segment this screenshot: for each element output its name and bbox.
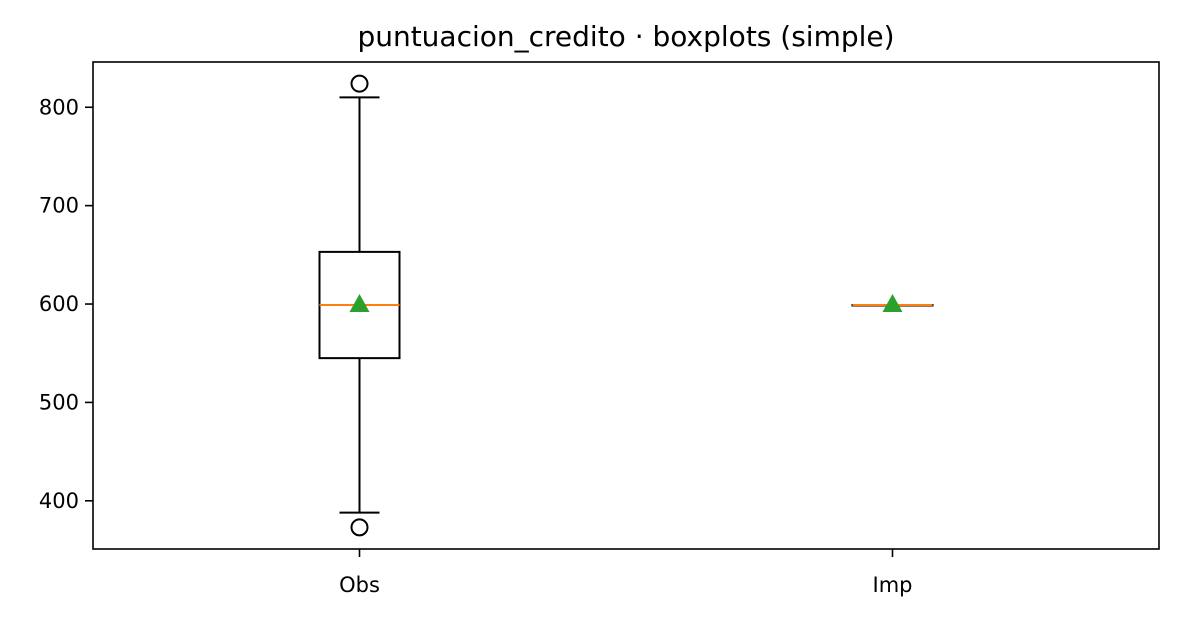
y-tick-label: 600: [39, 292, 79, 316]
chart-title: puntuacion_credito · boxplots (simple): [357, 20, 894, 53]
x-tick-label: Obs: [339, 573, 380, 597]
y-tick-label: 800: [39, 95, 79, 119]
y-tick-label: 500: [39, 390, 79, 414]
x-tick-label: Imp: [873, 573, 913, 597]
y-tick-label: 700: [39, 194, 79, 218]
outlier-point: [350, 74, 369, 93]
outlier-point: [350, 518, 369, 537]
plot-frame: [92, 61, 1160, 550]
y-tick-label: 400: [39, 489, 79, 513]
mean-marker: [349, 294, 370, 313]
mean-marker: [882, 294, 903, 313]
